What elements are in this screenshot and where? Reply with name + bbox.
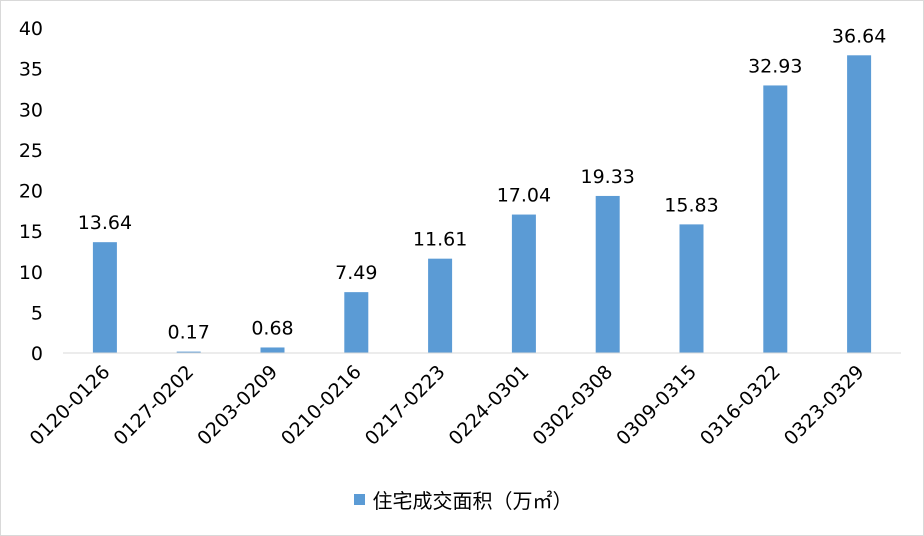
bars — [92, 55, 872, 354]
x-tick-label: 0309-0315 — [612, 361, 701, 450]
bar — [92, 242, 117, 353]
bar — [176, 351, 201, 353]
y-tick-label: 35 — [19, 59, 43, 81]
data-label: 0.17 — [168, 322, 210, 344]
y-tick-label: 0 — [31, 343, 43, 365]
bar — [344, 292, 369, 353]
x-tick-label: 0316-0322 — [696, 361, 785, 450]
bar — [595, 195, 620, 353]
y-tick-label: 25 — [19, 140, 43, 162]
y-tick-label: 15 — [19, 221, 43, 243]
legend: 住宅成交面积（万㎡） — [1, 485, 924, 514]
data-label: 7.49 — [335, 262, 377, 284]
bar — [763, 85, 788, 353]
data-label: 32.93 — [748, 55, 802, 77]
data-label: 13.64 — [78, 212, 132, 234]
x-tick-label: 0224-0301 — [445, 361, 534, 450]
x-tick-label: 0217-0223 — [361, 361, 450, 450]
data-label: 36.64 — [832, 25, 886, 47]
x-tick-label: 0203-0209 — [193, 361, 282, 450]
data-labels: 13.64 0.17 0.68 7.49 11.61 17.04 19.33 15.83 32.… — [78, 25, 887, 343]
bar — [428, 258, 453, 353]
bar — [260, 347, 285, 353]
data-label: 19.33 — [580, 166, 634, 188]
legend-swatch — [353, 494, 365, 505]
data-label: 17.04 — [497, 185, 551, 207]
y-tick-label: 40 — [19, 18, 43, 40]
x-tick-label: 0120-0126 — [26, 361, 115, 450]
data-label: 11.61 — [413, 229, 467, 251]
x-tick-label: 0302-0308 — [528, 361, 617, 450]
bar — [847, 55, 872, 354]
x-tick-label: 0323-0329 — [780, 361, 869, 450]
y-tick-label: 20 — [19, 181, 43, 203]
y-tick-label: 5 — [31, 302, 43, 324]
data-label: 0.68 — [251, 317, 293, 339]
x-tick-label: 0127-0202 — [109, 361, 198, 450]
bar — [511, 214, 536, 353]
x-axis: 0120-01260127-02020203-02090210-02160217… — [26, 352, 901, 450]
legend-label: 住宅成交面积（万㎡） — [372, 489, 573, 513]
y-tick-label: 30 — [19, 99, 43, 121]
bar — [679, 224, 704, 353]
y-tick-label: 10 — [19, 262, 43, 284]
data-label: 15.83 — [664, 194, 718, 216]
x-tick-label: 0210-0216 — [277, 361, 366, 450]
y-axis: 0 5 10 15 20 25 30 35 40 — [19, 18, 43, 365]
